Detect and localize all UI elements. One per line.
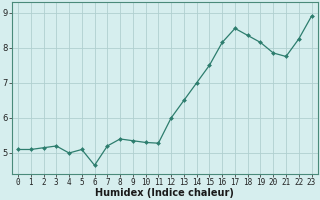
X-axis label: Humidex (Indice chaleur): Humidex (Indice chaleur): [95, 188, 234, 198]
